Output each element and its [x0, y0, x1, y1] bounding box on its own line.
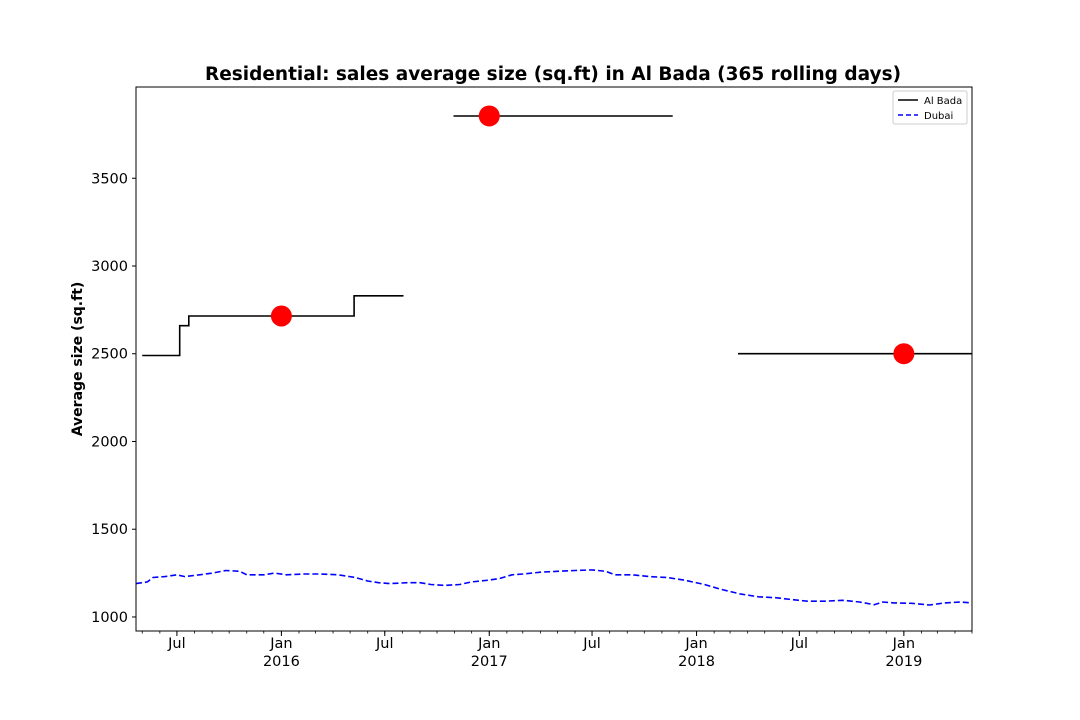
- x-tick-year-label: 2019: [885, 654, 922, 670]
- plot-frame: [135, 86, 973, 632]
- legend: Al Bada Dubai: [892, 90, 968, 125]
- chart-title: Residential: sales average size (sq.ft) …: [205, 64, 901, 85]
- y-tick-label: 1000: [91, 610, 128, 626]
- legend-label: Dubai: [924, 111, 953, 122]
- series-line-dubai: [136, 569, 972, 606]
- x-tick-label: Jan: [684, 636, 707, 652]
- x-tick-year-label: 2017: [471, 654, 508, 670]
- x-tick-label: Jan: [892, 636, 915, 652]
- x-tick-label: Jul: [167, 636, 186, 652]
- y-axis: 1000 1500 2000 2500 3000 3500: [91, 171, 136, 626]
- x-tick-label: Jan: [477, 636, 500, 652]
- marker-point-3: [893, 343, 915, 365]
- marker-point-2: [478, 105, 500, 127]
- y-axis-label: Average size (sq.ft): [70, 282, 86, 437]
- y-tick-label: 3000: [91, 259, 128, 275]
- x-tick-label: Jul: [790, 636, 809, 652]
- y-tick-label: 3500: [91, 171, 128, 187]
- x-tick-year-label: 2018: [678, 654, 715, 670]
- y-tick-label: 2000: [91, 434, 128, 450]
- legend-label: Al Bada: [924, 96, 962, 107]
- x-tick-year-label: 2016: [263, 654, 300, 670]
- x-tick-label: Jul: [375, 636, 394, 652]
- y-tick-label: 2500: [91, 347, 128, 363]
- series-line-al-bada-1: [142, 294, 404, 357]
- marker-point-1: [270, 305, 292, 327]
- plot-area: [135, 86, 973, 632]
- x-tick-label: Jan: [269, 636, 292, 652]
- series-group: [136, 115, 972, 606]
- x-axis: Jul Jan 2016 Jul Jan 2017 Jul Jan 2018 Jul Jan 2019: [141, 631, 973, 670]
- y-tick-label: 1500: [91, 522, 128, 538]
- x-tick-label: Jul: [582, 636, 601, 652]
